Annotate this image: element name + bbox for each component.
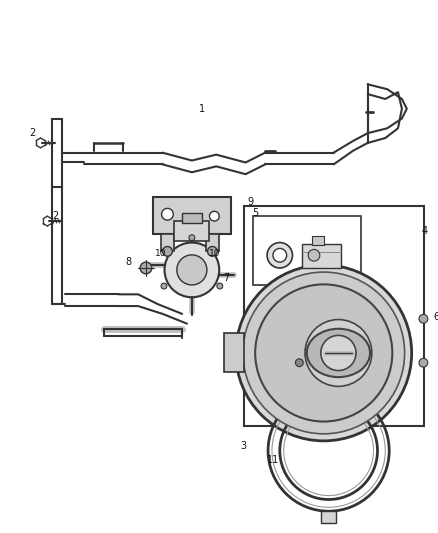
Circle shape: [305, 320, 372, 386]
Circle shape: [308, 249, 320, 261]
Circle shape: [162, 208, 173, 220]
Bar: [161, 234, 174, 252]
Text: 2: 2: [29, 128, 36, 138]
Circle shape: [165, 243, 219, 297]
Circle shape: [267, 243, 293, 268]
Text: 6: 6: [433, 312, 438, 322]
Text: 4: 4: [421, 226, 427, 236]
Text: 10: 10: [155, 249, 166, 258]
Text: 3: 3: [240, 441, 247, 451]
Bar: [182, 213, 201, 223]
Bar: [153, 197, 231, 234]
Circle shape: [189, 235, 195, 240]
Text: 11: 11: [267, 455, 279, 465]
Circle shape: [243, 272, 405, 434]
Circle shape: [209, 211, 219, 221]
Bar: [312, 236, 324, 246]
Ellipse shape: [307, 329, 370, 377]
Circle shape: [419, 358, 428, 367]
Text: 5: 5: [252, 208, 258, 218]
Bar: [174, 221, 209, 240]
Circle shape: [208, 246, 217, 256]
Circle shape: [419, 314, 428, 323]
Circle shape: [162, 246, 172, 256]
Circle shape: [236, 265, 412, 441]
Circle shape: [140, 262, 152, 274]
Bar: [205, 234, 219, 252]
Circle shape: [217, 283, 223, 289]
Text: 9: 9: [247, 197, 254, 207]
Bar: [224, 334, 244, 373]
Bar: [254, 216, 361, 285]
Text: 1: 1: [198, 104, 205, 114]
Bar: [244, 206, 424, 426]
Text: 7: 7: [223, 273, 229, 282]
Circle shape: [273, 248, 286, 262]
Bar: [302, 244, 341, 268]
Circle shape: [177, 255, 207, 285]
Text: 2: 2: [52, 211, 58, 221]
Circle shape: [255, 285, 392, 422]
Text: 10: 10: [208, 249, 220, 258]
Circle shape: [295, 359, 303, 367]
Circle shape: [161, 283, 167, 289]
Text: 8: 8: [125, 257, 131, 267]
Circle shape: [321, 335, 356, 370]
Bar: [321, 511, 336, 523]
